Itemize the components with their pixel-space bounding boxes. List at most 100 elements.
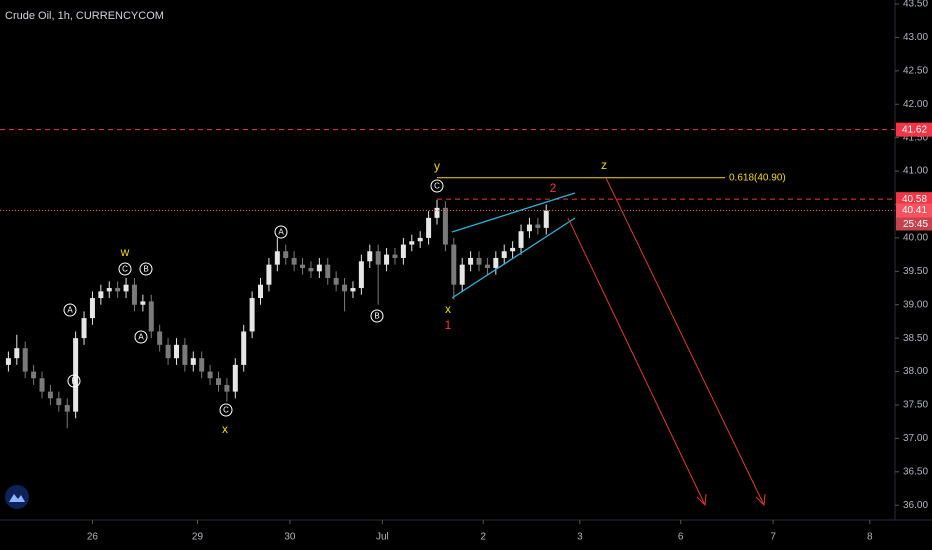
candle-body [215, 378, 221, 385]
arrow [605, 177, 765, 506]
x-tick-label: 26 [87, 532, 99, 543]
candle-body [333, 278, 339, 285]
candle-body [535, 224, 541, 228]
wave-label: 1 [445, 318, 452, 332]
wave-label: B [374, 312, 379, 321]
candle-body [484, 264, 490, 268]
candle-body [526, 224, 532, 232]
wave-circle [219, 403, 233, 417]
wave-circle [63, 303, 77, 317]
y-tick-label: 38.00 [903, 366, 928, 377]
wave-label: A [278, 228, 284, 237]
candle-body [31, 371, 37, 379]
wave-label: y [434, 159, 440, 173]
x-tick-label: 2 [480, 532, 486, 543]
candle-body [173, 344, 179, 359]
wave-circle [274, 225, 288, 239]
x-tick-label: 30 [284, 532, 296, 543]
x-tick-label: Jul [376, 532, 389, 543]
wave-label: 2 [550, 181, 557, 195]
wave-circle [118, 262, 132, 276]
wave-label: x [445, 302, 451, 316]
candle-body [350, 288, 356, 292]
price-axis [895, 0, 932, 520]
candle-body [459, 264, 465, 285]
candle-body [300, 264, 306, 268]
candle-body [47, 391, 53, 399]
y-tick-label: 36.00 [903, 500, 928, 511]
price-label-bg [896, 122, 932, 137]
wave-label: x [222, 422, 228, 436]
candle-body [249, 298, 255, 332]
arrow-head [696, 493, 707, 507]
candle-body [81, 318, 87, 339]
chart-title: Crude Oil, 1h, CURRENCYCOM [5, 10, 164, 22]
candle-body [241, 331, 247, 365]
candle-body [274, 251, 280, 265]
wave-circle [430, 179, 444, 193]
countdown-bg [896, 217, 932, 231]
candle-body [123, 284, 129, 292]
candle-body [39, 378, 45, 392]
price-label: 41.62 [902, 124, 927, 135]
y-tick-label: 36.50 [903, 466, 928, 477]
axes: 36.00 36.50 37.00 37.50 38.00 38.50 39.00 39.50… [87, 0, 932, 543]
price-label: 40.41 [902, 205, 927, 216]
y-tick-label: 40.00 [903, 233, 928, 244]
y-tick-label: 43.50 [903, 0, 928, 10]
wave-label: w [120, 245, 130, 259]
candle-body [89, 298, 95, 319]
candle-body [375, 251, 381, 265]
candle-body [342, 284, 348, 292]
candle-body [283, 251, 289, 258]
candle-body [182, 344, 188, 365]
y-tick-label: 38.50 [903, 333, 928, 344]
candle-body [131, 284, 137, 305]
candle-body [518, 231, 524, 248]
y-tick-label: 41.50 [903, 132, 928, 143]
candle-body [400, 244, 406, 258]
candle-body [232, 364, 238, 392]
wave-label: z [601, 158, 607, 172]
y-tick-label: 42.50 [903, 65, 928, 76]
candle-body [316, 264, 322, 272]
candle-body [258, 284, 264, 299]
candle-body [64, 404, 70, 412]
wave-label: C [434, 182, 440, 191]
candle-body [367, 251, 373, 262]
candle-body [56, 398, 62, 405]
y-tick-label: 39.00 [903, 299, 928, 310]
candle-body [190, 358, 196, 365]
wave-circle [67, 374, 81, 388]
candle-body [451, 244, 457, 285]
candle-body [417, 237, 423, 242]
candle-body [115, 288, 121, 292]
candle-body [442, 207, 448, 245]
candle-body [358, 261, 364, 289]
wave-circle [134, 330, 148, 344]
y-tick-label: 37.00 [903, 433, 928, 444]
candle-body [165, 344, 171, 359]
arrow [567, 217, 706, 506]
candle-body [199, 358, 205, 372]
candle-body [493, 257, 499, 268]
candle-body [426, 217, 432, 238]
candle-body [140, 301, 146, 305]
candle-body [392, 254, 398, 258]
y-tick-label: 37.50 [903, 400, 928, 411]
countdown: 25:45 [903, 219, 928, 230]
candle-body [266, 264, 272, 285]
candle-body [98, 291, 104, 299]
candle-body [510, 247, 516, 252]
x-tick-label: 3 [577, 532, 583, 543]
y-tick-label: 39.50 [903, 266, 928, 277]
wedge-lower [451, 217, 576, 299]
candle-body [106, 288, 112, 292]
candle-body [308, 267, 314, 272]
candle-body [434, 207, 440, 218]
candle-body [476, 257, 482, 265]
wave-circle [370, 309, 384, 323]
candle-body [22, 348, 28, 372]
candle-body [325, 264, 331, 279]
